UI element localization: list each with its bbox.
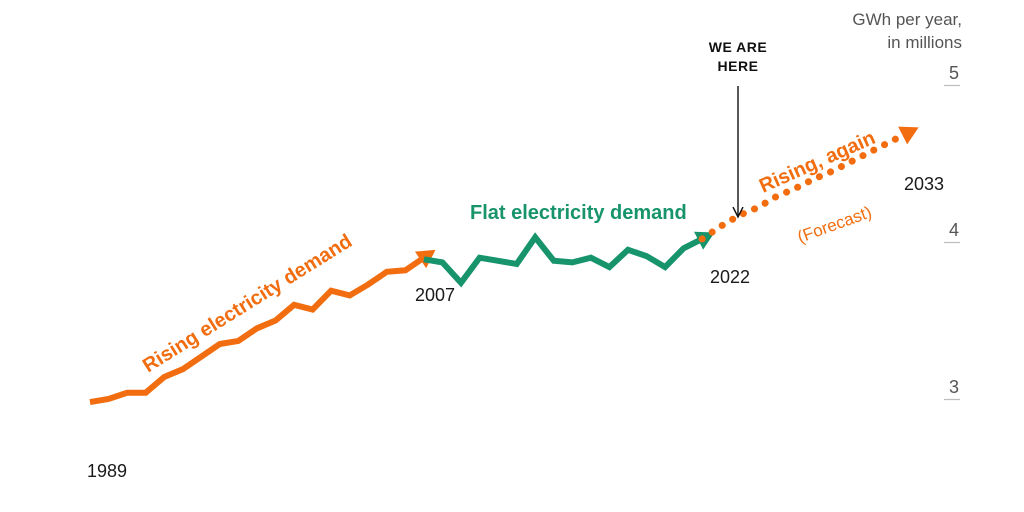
series-line-rising: [89, 255, 426, 406]
annotation-forecast: (Forecast): [795, 202, 874, 246]
annotation-flat-demand: Flat electricity demand: [470, 202, 687, 224]
y-tick-label-3: 3: [949, 377, 959, 397]
series-group: [89, 126, 919, 406]
year-label-2007: 2007: [415, 285, 455, 305]
y-axis-unit-line2: in millions: [887, 33, 962, 52]
we-are-here-label-line1: WE ARE: [709, 39, 767, 55]
series-line-forecast: [698, 130, 910, 243]
annotation-rising-demand: Rising electricity demand: [139, 230, 356, 377]
y-axis-ticks: 5 4 3: [944, 63, 960, 401]
series-arrowhead-forecast: [898, 126, 919, 145]
year-label-1989: 1989: [87, 461, 127, 481]
year-label-2022: 2022: [710, 267, 750, 287]
year-label-2033: 2033: [904, 174, 944, 194]
we-are-here-label-line2: HERE: [718, 58, 759, 74]
y-axis-unit-line1: GWh per year,: [852, 10, 962, 29]
y-tick-label-5: 5: [949, 63, 959, 83]
series-line-flat: [423, 232, 704, 288]
y-tick-label-4: 4: [949, 220, 959, 240]
annotation-rising-again: Rising, again: [756, 127, 879, 198]
